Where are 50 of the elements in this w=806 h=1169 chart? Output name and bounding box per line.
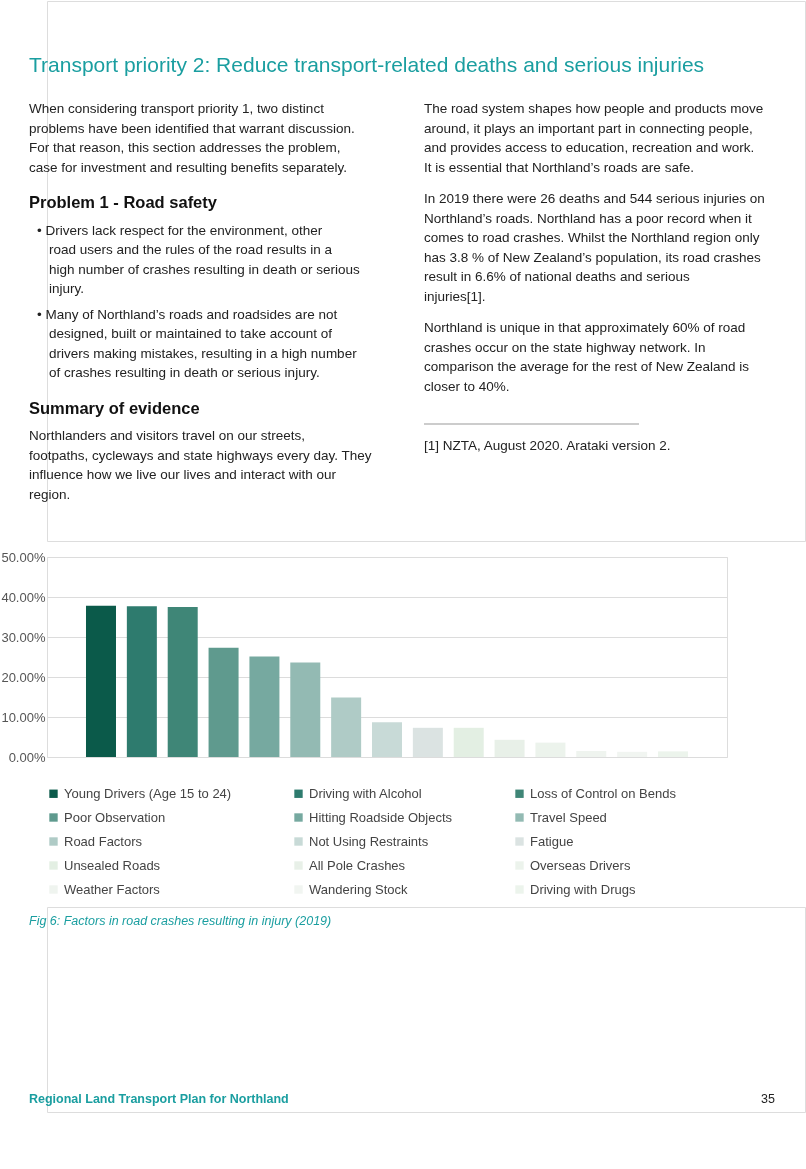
bar [331,697,362,757]
text: 35 [761,1092,776,1106]
legend-label: Hitting Roadside Objects [309,809,453,825]
text: [1] NZTA, August 2020. Arataki version 2. [424,438,671,453]
caption: Fig 6: Factors in road crashes resulting in injury (2019) [29,914,332,928]
bar [208,647,239,757]
legend-label: All Pole Crashes [309,857,406,873]
bar [412,727,443,757]
legend-label: Unsealed Roads [64,857,161,873]
bar [576,751,607,757]
legend-label: Driving with Alcohol [309,785,422,801]
legend-label: Not Using Restraints [309,833,429,849]
bar [249,656,280,757]
bar [126,606,157,757]
y-tick-label: 20.00% [1,669,46,685]
bar [290,662,321,757]
legend-label: Young Drivers (Age 15 to 24) [64,785,232,801]
bar [617,751,648,757]
y-tick-label: 30.00% [1,629,46,645]
legend-label: Driving with Drugs [530,881,636,897]
bar [372,722,402,757]
text: • Many of Northland’s roads and roadsides are not designed, built or maintained to take account of drivers making mistakes, resulting in a high number of crashes resulting in death or serious injury. [37,306,358,380]
text: In 2019 there were 26 deaths and 544 serious injuries on Northland’s roads. Northland has a poor record when it comes to road crashes. Whilst the Northland region only has 3.8 % of New Zealand’s population, its road crashes result in 6.6% of national deaths and serious injuries[1]. [424,191,765,304]
text: When considering transport priority 1, two distinct problems have been identified that warrant discussion. For that reason, this section addresses the problem, case for investment and resulting benefits separately. [29,101,355,175]
bar [167,607,198,757]
text: Northland is unique in that approximately 60% of road crashes occur on the state highway network. In comparison the average for the rest of New Zealand is closer to 40%. [424,320,750,394]
bar [494,739,525,757]
bar [535,742,566,757]
y-tick-label: 40.00% [1,589,46,605]
y-tick-label: 0.00% [8,749,46,765]
legend-label: Travel Speed [530,809,607,825]
legend-label: Loss of Control on Bends [530,785,677,801]
text: Regional Land Transport Plan for Northland [29,1092,289,1106]
legend-label: Wandering Stock [309,881,409,897]
text: Problem 1 - Road safety [29,193,218,211]
text: • Drivers lack respect for the environment, other road users and the rules of the road results in a high number of crashes resulting in death or serious injury. [37,222,360,296]
y-tick-label: 10.00% [1,709,46,725]
bar [658,751,689,757]
text: Summary of evidence [29,398,200,417]
text: The road system shapes how people and products move around, it plays an important part in connecting people, and provides access to education, recreation and work. It is essential that Northland’s roads are safe. [424,101,764,175]
legend-label: Overseas Drivers [530,857,631,873]
y-tick-label: 50.00% [1,549,46,565]
bar [453,727,484,757]
text: Northlanders and visitors travel on our streets, footpaths, cycleways and state highways every day. They influence how we live our lives and interact with our region. [29,428,372,502]
legend-label: Weather Factors [64,881,161,897]
legend-label: Road Factors [64,833,143,849]
bar [85,605,116,757]
legend-label: Poor Observation [64,809,166,825]
chart-title: Transport priority 2: Reduce transport-related deaths and serious injuries [29,53,705,76]
legend-label: Fatigue [530,833,574,849]
